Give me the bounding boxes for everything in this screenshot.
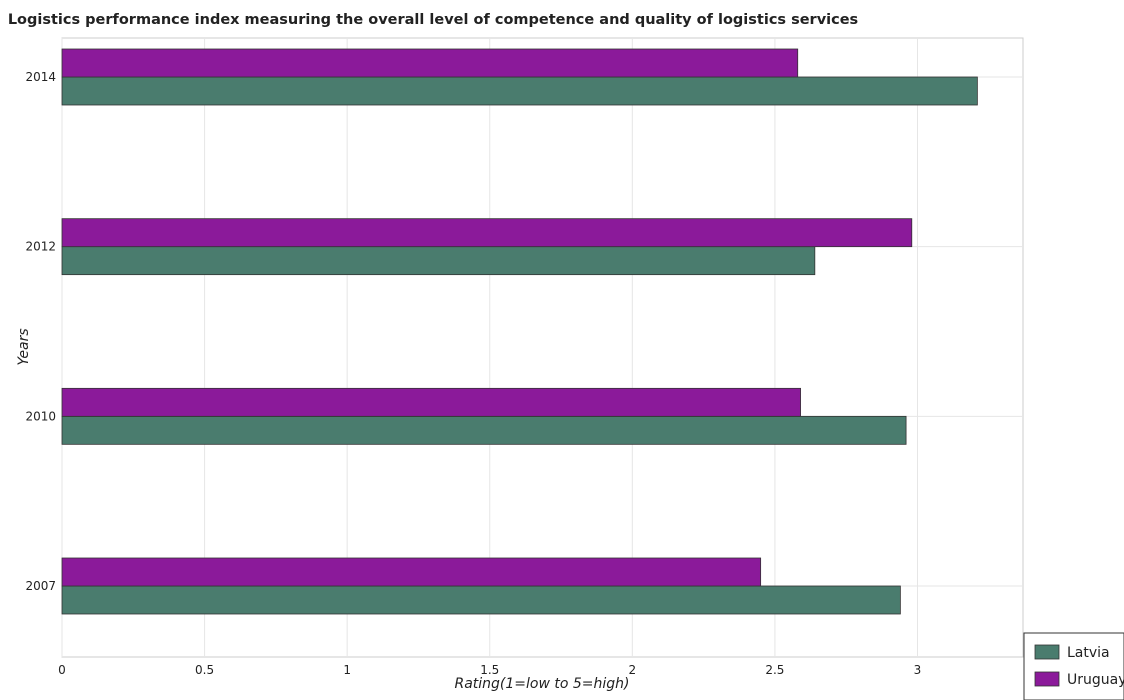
bars: [61, 48, 978, 615]
bar-latvia-2014: [61, 76, 978, 106]
x-tick-label: 3: [914, 663, 922, 677]
x-axis-label: Rating(1=low to 5=high): [454, 676, 629, 692]
bar-latvia-2010: [61, 415, 907, 445]
x-tick-label: 0: [58, 663, 66, 677]
x-tick-label: 2.5: [765, 663, 784, 677]
bar-uruguay-2014: [61, 48, 799, 78]
bar-uruguay-2010: [61, 387, 801, 417]
legend-swatch-latvia: [1034, 644, 1060, 660]
bar-latvia-2012: [61, 246, 816, 276]
x-tick-label: 2: [629, 663, 637, 677]
x-tick-label: 1: [343, 663, 351, 677]
bar-uruguay-2007: [61, 557, 762, 587]
legend-swatch-uruguay: [1034, 671, 1060, 687]
x-tick-label: 0.5: [195, 663, 214, 677]
plot-area: [61, 37, 1024, 658]
bar-uruguay-2012: [61, 218, 913, 248]
chart-title: Logistics performance index measuring th…: [8, 12, 858, 28]
y-tick-label: 2007: [25, 579, 56, 593]
y-tick-label: 2014: [25, 70, 56, 84]
legend: Latvia Uruguay: [1023, 632, 1124, 700]
y-axis-ticks: 2007 2010 2012 2014: [25, 70, 56, 593]
y-axis-label: Years: [16, 328, 32, 365]
y-tick-label: 2012: [25, 240, 56, 254]
legend-label-latvia: Latvia: [1067, 645, 1110, 661]
legend-label-uruguay: Uruguay: [1067, 672, 1124, 688]
y-tick-label: 2010: [25, 409, 56, 423]
bar-latvia-2007: [61, 585, 901, 615]
legend-box: [1023, 632, 1124, 700]
x-tick-label: 1.5: [480, 663, 499, 677]
x-axis-ticks: 0 0.5 1 1.5 2 2.5 3: [58, 663, 921, 677]
